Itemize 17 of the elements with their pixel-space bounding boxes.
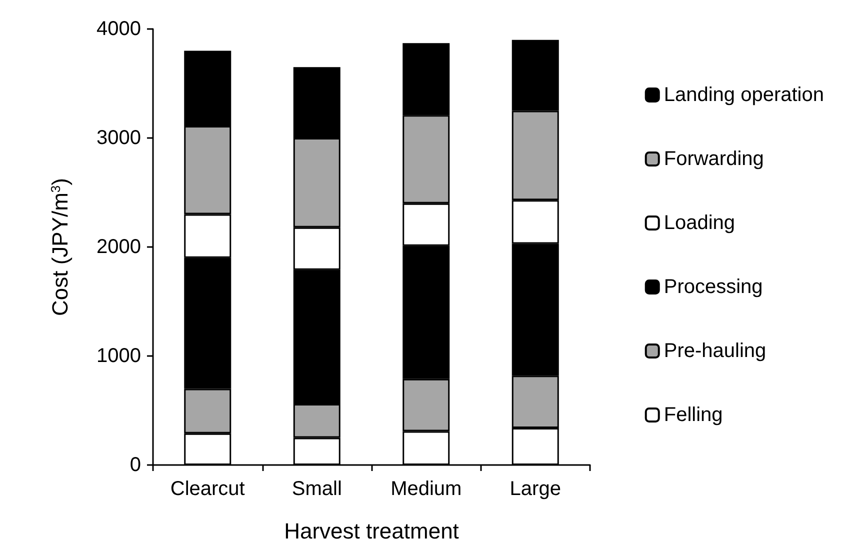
legend-label: Processing <box>664 276 763 298</box>
y-tick-label: 1000 <box>96 345 141 367</box>
y-tick-label: 3000 <box>96 127 141 149</box>
legend-label: Landing operation <box>664 84 824 106</box>
legend-label: Pre-hauling <box>664 340 766 362</box>
y-tick-label: 0 <box>130 454 141 476</box>
x-tick-label: Small <box>292 478 342 500</box>
legend-label: Felling <box>664 404 723 426</box>
x-tick-label: Large <box>510 478 561 500</box>
x-tick-label: Medium <box>390 478 462 500</box>
x-axis-title: Harvest treatment <box>284 518 459 544</box>
x-tick-label: Clearcut <box>170 478 246 500</box>
legend-label: Loading <box>664 212 736 234</box>
legend-label: Forwarding <box>664 148 764 170</box>
y-tick-label: 2000 <box>96 236 141 258</box>
y-tick-label: 4000 <box>96 18 141 40</box>
y-axis-title: Cost (JPY/m3) <box>48 178 72 316</box>
